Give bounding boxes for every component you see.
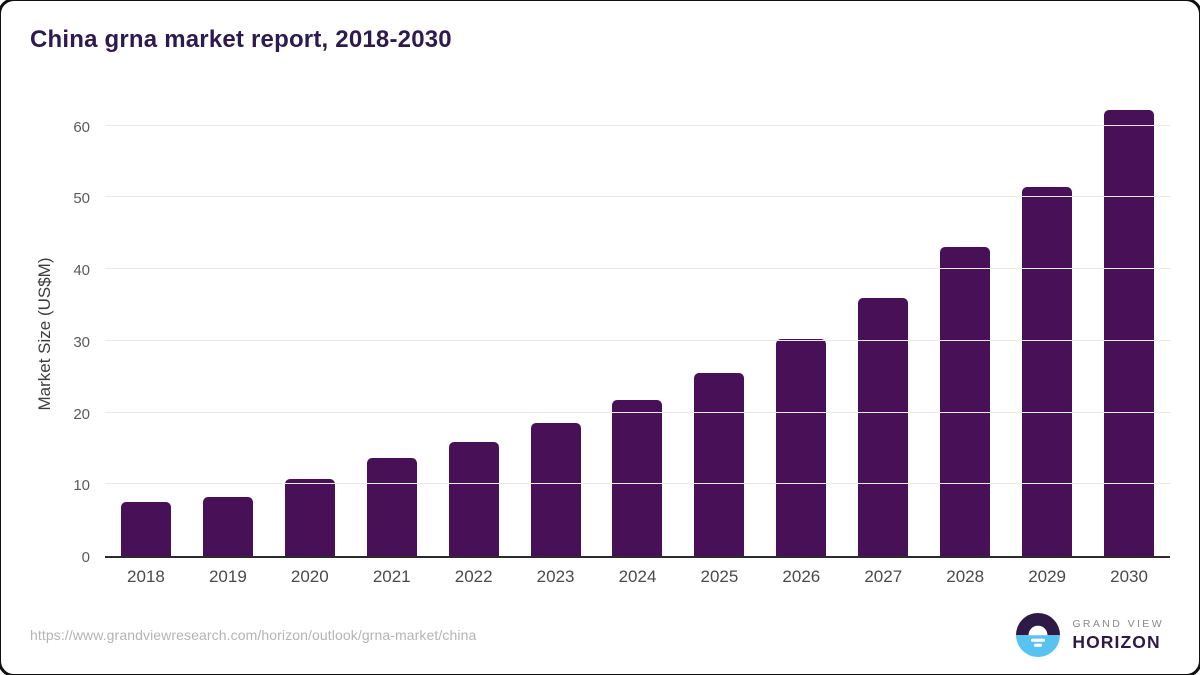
x-tick-label-2026: 2026 [782,567,821,586]
bar-band-2018 [105,110,187,556]
horizon-logo-icon [1016,613,1061,657]
chart-title: China grna market report, 2018-2030 [30,26,452,53]
header: China grna market report, 2018-2030 [0,0,1200,54]
x-tick-label-2021: 2021 [372,567,411,586]
bar-band-2029 [1006,110,1088,556]
bar-band-2030 [1088,109,1170,556]
x-tick-label-2030: 2030 [1110,567,1148,586]
bar-2029 [1022,187,1073,556]
bar-band-2025 [678,110,760,556]
bar-band-2019 [187,110,269,556]
y-tick-label-10: 10 [73,477,90,495]
brand-name-grand-view: GRAND VIEW [1072,617,1164,630]
bar-band-2027 [842,110,924,556]
x-tick-label-2023: 2023 [536,567,575,586]
y-axis-labels: 0 10 20 30 40 50 60 [30,110,105,567]
gridline-20 [105,411,1170,413]
x-tick-label-2019: 2019 [208,567,247,586]
bar-band-2028 [924,110,1006,556]
x-tick-label-2022: 2022 [454,567,493,586]
bar-2028 [940,247,991,556]
x-tick-label-2027: 2027 [864,567,903,586]
bar-2020 [284,479,335,556]
x-axis-labels: 2018 2019 2020 2021 2022 2023 2024 2025 2026 2027… [105,558,1170,587]
bar-2026 [776,338,827,556]
x-tick-label-2029: 2029 [1028,567,1067,586]
brand-text: GRAND VIEW HORIZON [1072,618,1164,653]
bar-2021 [366,458,417,556]
y-tick-label-30: 30 [73,333,90,351]
bar-band-2023 [515,110,597,556]
gridline-30 [105,339,1170,341]
bar-2023 [530,422,581,556]
bar-2019 [202,497,253,556]
bar-band-2020 [269,110,351,556]
plot-area [105,109,1170,558]
bar-2025 [694,373,745,556]
y-tick-label-20: 20 [73,405,90,423]
x-tick-label-2020: 2020 [290,567,329,586]
y-tick-label-50: 50 [73,190,90,208]
bar-band-2021 [351,110,433,556]
y-tick-label-0: 0 [81,549,90,566]
x-tick-label-2025: 2025 [700,567,739,586]
source-url: https://www.grandviewresearch.com/horizo… [30,627,477,643]
footer: https://www.grandviewresearch.com/horizo… [0,603,1200,675]
gridline-40 [105,268,1170,269]
brand-name-horizon: HORIZON [1072,631,1161,652]
x-tick-label-2024: 2024 [618,567,657,586]
y-tick-label-40: 40 [73,262,90,279]
y-tick-label-60: 60 [73,118,90,136]
bar-2030 [1104,109,1155,556]
bars-container [105,109,1170,556]
gridline-50 [105,196,1170,198]
bar-band-2022 [433,110,515,556]
bar-band-2024 [597,110,679,556]
x-tick-label-2018: 2018 [127,567,165,586]
gridline-60 [105,124,1170,126]
grandview-horizon-logo: GRAND VIEW HORIZON [1015,612,1164,658]
chart-area: Market Size (US$M) 0 10 20 30 40 50 60 [30,109,1170,567]
bar-band-2026 [760,110,842,556]
bar-2018 [120,502,171,556]
gridline-10 [105,483,1170,485]
bar-2022 [448,441,499,556]
bar-2027 [858,297,909,556]
bar-2024 [612,400,663,556]
x-tick-label-2028: 2028 [946,567,985,586]
